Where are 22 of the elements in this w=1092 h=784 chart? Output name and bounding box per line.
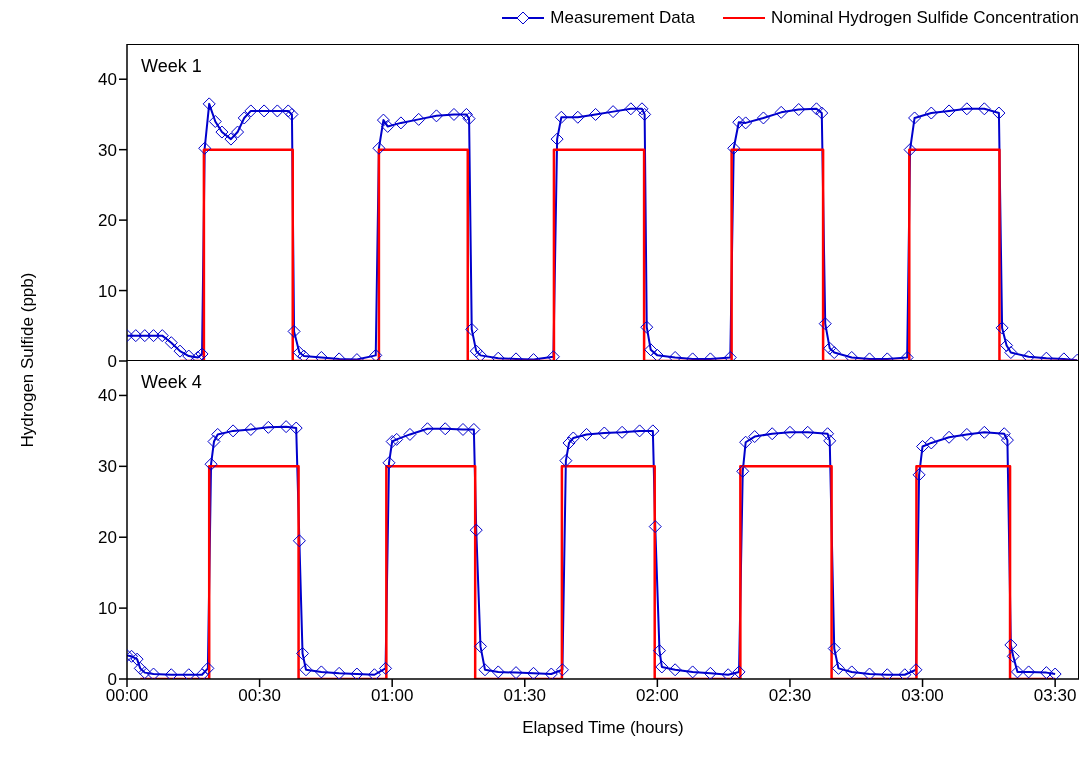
x-tick-label: 01:30 <box>503 686 547 706</box>
y-tick-label: 10 <box>98 599 117 619</box>
x-axis-title: Elapsed Time (hours) <box>521 718 685 738</box>
text: Week 4 <box>141 372 202 393</box>
y-axis-title: Hydrogen Sulfide (ppb) <box>18 272 38 448</box>
y-tick-label: 0 <box>107 352 117 372</box>
y-tick-label: 30 <box>98 140 117 160</box>
text: Week 1 <box>141 56 202 77</box>
x-tick-label: 02:00 <box>636 686 679 706</box>
y-tick-label: 40 <box>98 70 117 90</box>
x-tick-label: 02:30 <box>768 686 812 706</box>
y-tick-label: 20 <box>98 211 117 231</box>
legend-label: Nominal Hydrogen Sulfide Concentration <box>770 8 1079 28</box>
x-tick-label: 03:00 <box>901 686 944 706</box>
y-tick-label: 40 <box>98 386 117 406</box>
y-tick-label: 10 <box>98 281 117 301</box>
y-tick-label: 20 <box>98 528 117 548</box>
legend-label: Measurement Data <box>550 8 695 28</box>
x-tick-label: 00:30 <box>238 686 281 706</box>
y-tick-label: 30 <box>98 457 117 477</box>
x-tick-label: 03:30 <box>1033 686 1077 706</box>
x-tick-label: 01:00 <box>370 686 414 706</box>
